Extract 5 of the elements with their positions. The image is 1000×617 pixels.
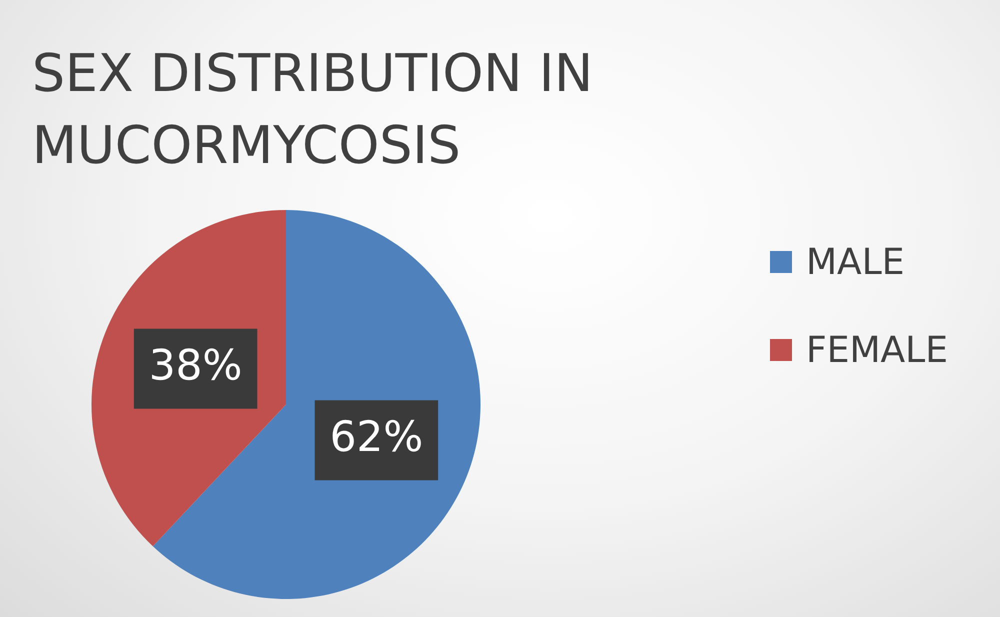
legend-label: FEMALE (806, 330, 948, 370)
chart-title: SEX DISTRIBUTION IN MUCORMYCOSIS (32, 43, 594, 178)
data-label: 62% (330, 412, 424, 462)
legend-label: MALE (806, 242, 904, 282)
data-label: 38% (148, 340, 242, 390)
